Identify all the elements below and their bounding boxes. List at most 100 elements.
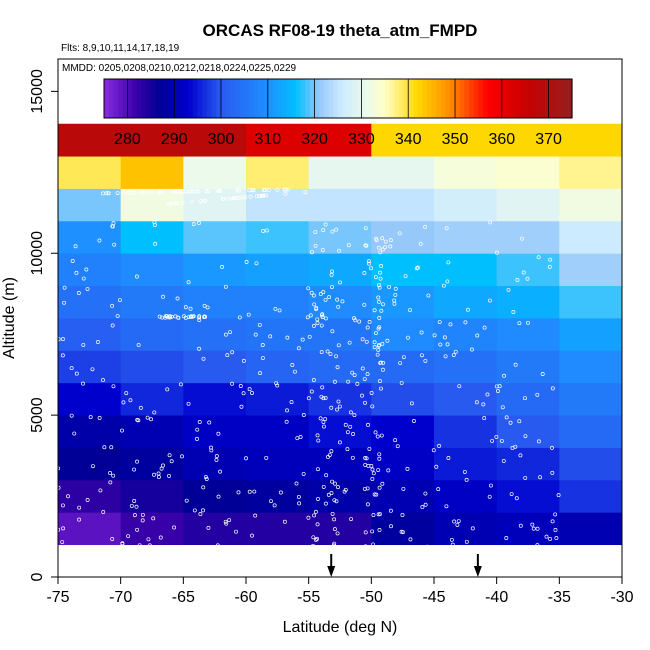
sample-point <box>326 492 331 497</box>
sample-point <box>373 430 378 435</box>
sample-point <box>310 561 315 566</box>
sample-point <box>238 384 243 388</box>
sample-point <box>446 456 451 460</box>
colorbar-segment <box>497 79 503 118</box>
sample-point <box>538 475 543 480</box>
sample-point <box>330 229 335 234</box>
sample-point <box>275 565 280 570</box>
sample-point <box>352 413 357 418</box>
sample-point <box>343 422 348 427</box>
sample-point <box>90 464 95 469</box>
sample-point <box>372 345 377 350</box>
plot-frame <box>57 58 623 578</box>
arrow-head <box>473 566 482 577</box>
heatmap-cell <box>559 382 623 416</box>
sample-point <box>225 353 230 358</box>
sample-point <box>152 410 157 415</box>
sample-point <box>345 430 350 435</box>
sample-point <box>323 395 328 400</box>
sample-point <box>321 484 326 489</box>
heatmap-cell <box>246 479 310 513</box>
heatmap-cell <box>371 382 435 416</box>
sample-point <box>235 550 240 555</box>
sample-point <box>321 420 326 424</box>
sample-point <box>308 313 313 318</box>
sample-point <box>171 573 176 578</box>
sample-point <box>425 544 430 549</box>
sample-point <box>74 371 79 376</box>
sample-point <box>375 352 380 357</box>
sample-point <box>323 417 328 422</box>
sample-point <box>323 297 328 302</box>
sample-point <box>377 485 382 490</box>
sample-point <box>499 438 504 443</box>
sample-point <box>346 379 351 384</box>
sample-point <box>261 188 266 192</box>
sample-point <box>329 491 334 496</box>
sample-point <box>283 550 288 555</box>
sample-point <box>235 188 240 193</box>
sample-point <box>377 285 382 290</box>
heatmap-cell <box>434 382 498 416</box>
sample-point <box>371 542 376 547</box>
sample-point <box>135 459 139 464</box>
sample-point <box>303 570 308 575</box>
sample-point <box>323 222 328 227</box>
sample-point <box>379 433 384 438</box>
sample-point <box>371 471 376 476</box>
colorbar-segment <box>431 79 437 118</box>
sample-point <box>132 190 137 195</box>
sample-point <box>136 342 141 347</box>
sample-point <box>297 501 302 506</box>
heatmap-cell <box>120 285 184 319</box>
sample-point <box>501 458 506 463</box>
sample-point <box>260 343 265 347</box>
sample-point <box>115 191 120 195</box>
sample-point <box>411 419 416 423</box>
colorbar-segment <box>529 79 536 118</box>
sample-point <box>312 302 317 307</box>
sample-point <box>120 428 124 433</box>
sample-point <box>278 570 283 575</box>
colorbar-segment <box>375 79 381 118</box>
sample-point <box>398 361 403 365</box>
sample-point <box>318 416 323 421</box>
sample-point <box>110 323 115 328</box>
colorbar-segment <box>118 79 124 118</box>
x-tick-label: -60 <box>234 589 257 606</box>
sample-point <box>367 446 372 451</box>
colorbar-segment <box>146 79 152 118</box>
heatmap-cell <box>58 156 122 189</box>
x-tick-label: -70 <box>109 589 132 606</box>
sample-point <box>393 292 398 297</box>
sample-point <box>175 567 179 572</box>
sample-point <box>415 265 420 270</box>
sample-point <box>214 454 219 459</box>
sample-point <box>506 287 511 292</box>
sample-point <box>379 386 383 391</box>
colorbar-segment <box>403 79 409 118</box>
sample-point <box>363 456 368 460</box>
sample-point <box>494 434 499 439</box>
heatmap-cell <box>496 479 560 513</box>
sample-point <box>173 189 177 194</box>
sample-point <box>277 308 282 313</box>
colorbar-segment <box>169 79 175 118</box>
colorbar-segment <box>380 79 386 118</box>
sample-point <box>218 469 223 474</box>
sample-point <box>258 569 263 574</box>
y-tick-label: 0 <box>29 572 46 581</box>
sample-point <box>257 322 262 327</box>
sample-point <box>236 490 241 495</box>
sample-point <box>378 250 383 255</box>
sample-point <box>149 417 154 422</box>
sample-point <box>432 333 437 338</box>
sample-point <box>117 298 122 303</box>
heatmap-cell <box>434 123 498 157</box>
sample-point <box>246 312 251 317</box>
colorbar-segment <box>567 79 573 118</box>
colorbar-segment <box>164 79 171 118</box>
sample-point <box>373 275 378 280</box>
sample-point <box>250 391 255 395</box>
sample-point <box>247 387 252 392</box>
